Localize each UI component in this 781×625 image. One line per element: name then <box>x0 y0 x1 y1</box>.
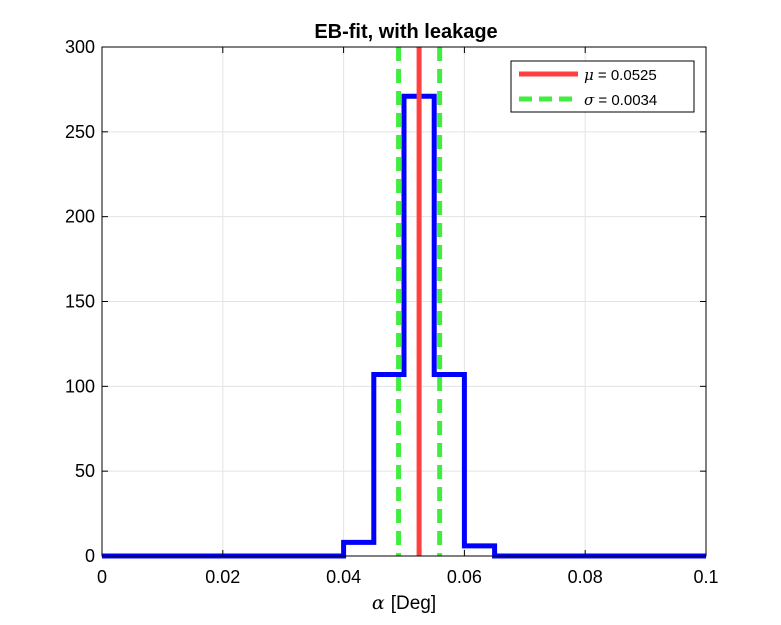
y-tick-label: 300 <box>65 37 95 57</box>
legend-sigma-value: = 0.0034 <box>594 92 657 109</box>
legend-sigma-label: σ = 0.0034 <box>584 91 657 109</box>
y-tick-label: 0 <box>85 546 95 566</box>
legend-box <box>510 60 695 113</box>
x-axis-label: α [Deg] <box>372 592 436 614</box>
y-tick-label: 100 <box>65 376 95 396</box>
y-tick-label: 50 <box>75 461 95 481</box>
legend: μ = 0.0525 σ = 0.0034 <box>510 60 695 113</box>
x-axis-symbol: α <box>372 592 385 614</box>
tick-labels: 0 0.02 0.04 0.06 0.08 0.1 0 50 100 150 200 250 300 <box>65 37 719 587</box>
y-tick-label: 200 <box>65 207 95 227</box>
axes-box <box>101 46 707 557</box>
y-tick-label: 150 <box>65 292 95 312</box>
histogram-series <box>102 93 706 559</box>
histogram-outline <box>102 93 706 559</box>
legend-mean-symbol: μ <box>584 66 594 84</box>
x-tick-label: 0.06 <box>447 567 482 587</box>
y-tick-label: 250 <box>65 122 95 142</box>
legend-sigma-symbol: σ <box>584 91 595 109</box>
legend-mean-value: = 0.0525 <box>594 67 657 84</box>
x-tick-label: 0 <box>97 567 107 587</box>
x-tick-label: 0.04 <box>326 567 361 587</box>
legend-mean-label: μ = 0.0525 <box>584 66 657 84</box>
x-axis-unit: [Deg] <box>391 593 436 614</box>
chart-title: EB-fit, with leakage <box>314 21 497 43</box>
reference-lines <box>396 47 443 556</box>
x-tick-label: 0.1 <box>693 567 718 587</box>
x-tick-label: 0.08 <box>568 567 603 587</box>
x-tick-label: 0.02 <box>205 567 240 587</box>
